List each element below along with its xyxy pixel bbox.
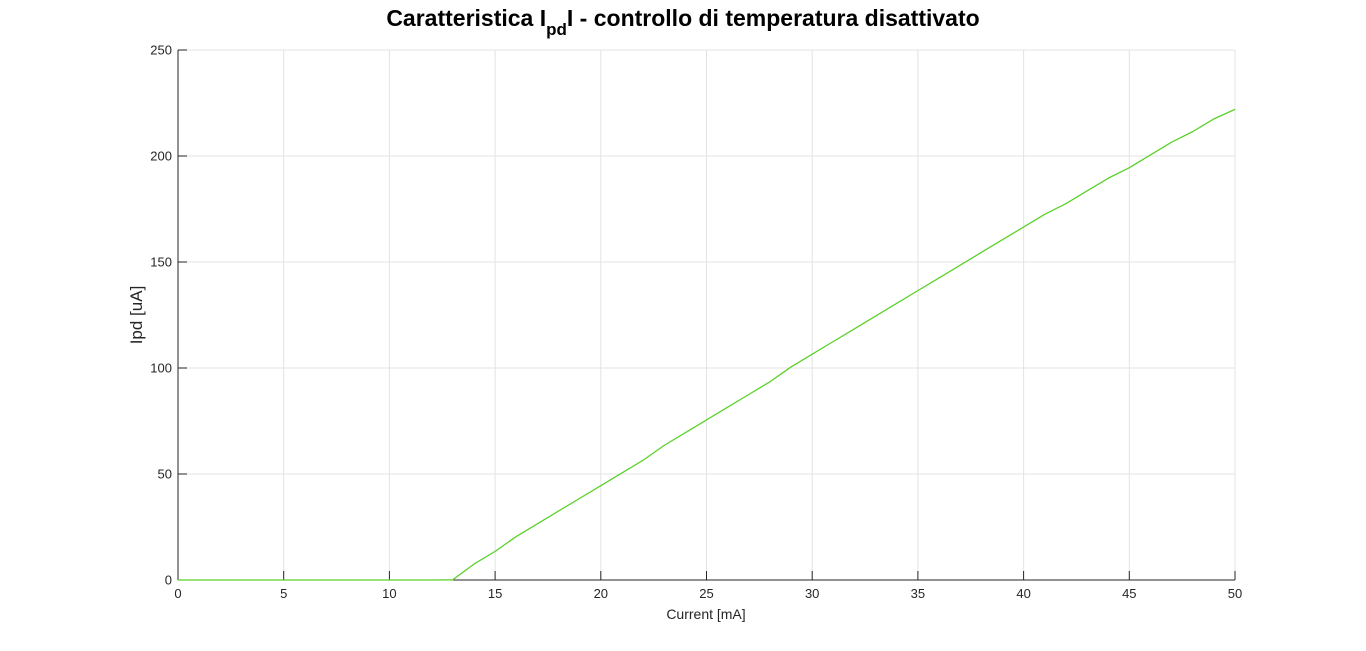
x-tick-label: 15 xyxy=(488,586,502,601)
x-tick-label: 40 xyxy=(1016,586,1030,601)
x-tick-label: 0 xyxy=(174,586,181,601)
series-layer xyxy=(178,108,1236,581)
y-tick-label: 250 xyxy=(150,43,172,58)
y-tick-label: 200 xyxy=(150,149,172,164)
y-tick-label: 150 xyxy=(150,255,172,270)
y-axis-label: Ipd [uA] xyxy=(127,286,146,345)
x-tick-label: 30 xyxy=(805,586,819,601)
x-tick-label: 35 xyxy=(911,586,925,601)
x-tick-label: 50 xyxy=(1228,586,1242,601)
x-tick-label: 20 xyxy=(594,586,608,601)
x-axis-label: Current [mA] xyxy=(666,606,745,622)
y-tick-label: 100 xyxy=(150,361,172,376)
chart-title-subscript: pd xyxy=(546,20,567,39)
chart-title-prefix: Caratteristica I xyxy=(386,5,547,31)
x-tick-label: 5 xyxy=(280,586,287,601)
y-tick-label: 50 xyxy=(158,467,172,482)
chart-title: Caratteristica IpdI - controllo di tempe… xyxy=(0,5,1366,39)
chart-title-suffix: I - controllo di temperatura disattivato xyxy=(566,5,980,31)
series-line xyxy=(178,108,1236,581)
x-tick-label: 25 xyxy=(699,586,713,601)
ticks: 0 5 10 15 20 25 30 35 40 45 50 0 50 100 150 200 250 xyxy=(150,43,1242,602)
y-tick-label: 0 xyxy=(165,573,172,588)
x-tick-label: 45 xyxy=(1122,586,1136,601)
x-tick-label: 10 xyxy=(382,586,396,601)
